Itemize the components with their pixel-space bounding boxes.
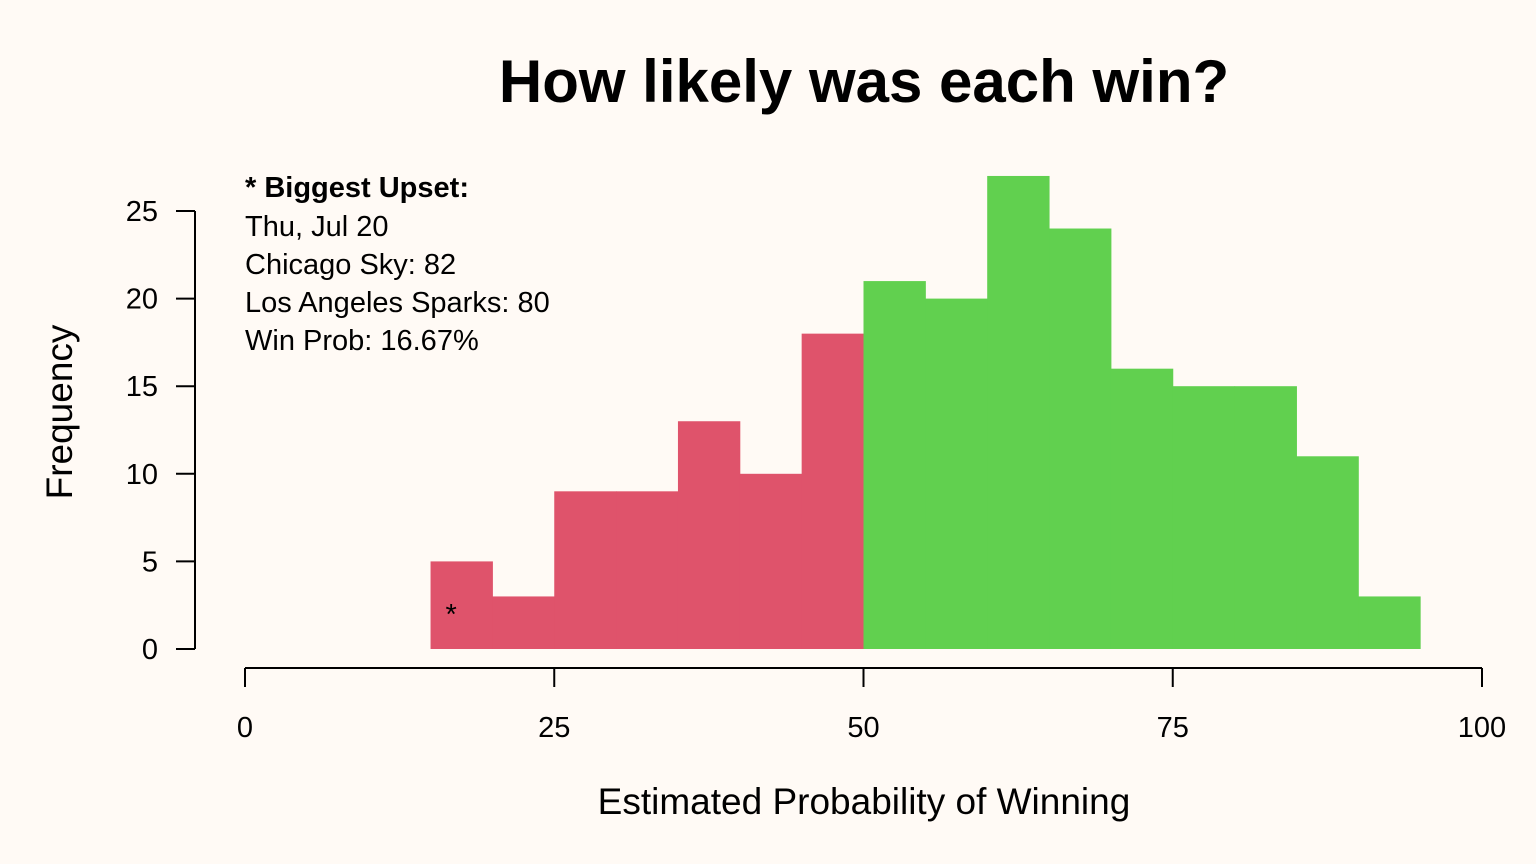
histogram-bar-35-40 <box>677 421 741 649</box>
histogram-bar-30-35 <box>616 491 679 649</box>
upset-marker: * <box>446 599 457 631</box>
y-tick-label: 20 <box>126 284 158 316</box>
x-tick-label: 75 <box>1157 712 1189 744</box>
bars-group <box>430 175 1421 649</box>
y-tick-label: 0 <box>142 634 158 666</box>
x-tick-label: 25 <box>538 712 570 744</box>
annotation-date: Thu, Jul 20 <box>245 211 388 243</box>
histogram-bar-60-65 <box>987 175 1050 649</box>
histogram-bar-25-30 <box>554 491 617 649</box>
x-axis: 0 25 50 75 100 <box>237 667 1506 744</box>
annotation-win-prob: Win Prob: 16.67% <box>245 325 479 357</box>
y-tick-label: 25 <box>126 196 158 228</box>
annotation-team-1: Chicago Sky: 82 <box>245 249 456 281</box>
histogram-bar-65-70 <box>1049 228 1112 649</box>
histogram-bar-75-80 <box>1172 386 1236 649</box>
histogram-bar-20-25 <box>492 596 555 649</box>
histogram-bar-70-75 <box>1110 368 1174 649</box>
annotation-heading: * Biggest Upset: <box>245 172 469 204</box>
y-axis: 0 5 10 15 20 25 <box>126 196 196 666</box>
y-tick-label: 5 <box>142 546 158 578</box>
histogram-bar-90-95 <box>1358 596 1421 649</box>
x-ticks-group: 0 25 50 75 100 <box>237 668 1506 744</box>
y-ticks-group: 0 5 10 15 20 25 <box>126 196 195 666</box>
x-tick-label: 100 <box>1458 712 1506 744</box>
x-axis-label: Estimated Probability of Winning <box>598 781 1131 822</box>
y-axis-label: Frequency <box>39 324 80 499</box>
annotation-team-2: Los Angeles Sparks: 80 <box>245 287 550 319</box>
upset-annotation: * Biggest Upset: Thu, Jul 20 Chicago Sky… <box>245 172 550 357</box>
chart-title: How likely was each win? <box>499 48 1229 115</box>
histogram-bar-45-50 <box>801 333 864 649</box>
x-tick-label: 0 <box>237 712 253 744</box>
histogram-bar-15-20 <box>430 561 493 649</box>
y-tick-label: 10 <box>126 459 158 491</box>
histogram-bar-50-55 <box>863 281 926 649</box>
histogram-bar-55-60 <box>925 298 988 649</box>
y-tick-label: 15 <box>126 371 158 403</box>
x-tick-label: 50 <box>847 712 879 744</box>
histogram-bar-85-90 <box>1296 456 1359 649</box>
histogram-bar-80-85 <box>1234 386 1297 649</box>
histogram-bar-40-45 <box>739 473 803 649</box>
